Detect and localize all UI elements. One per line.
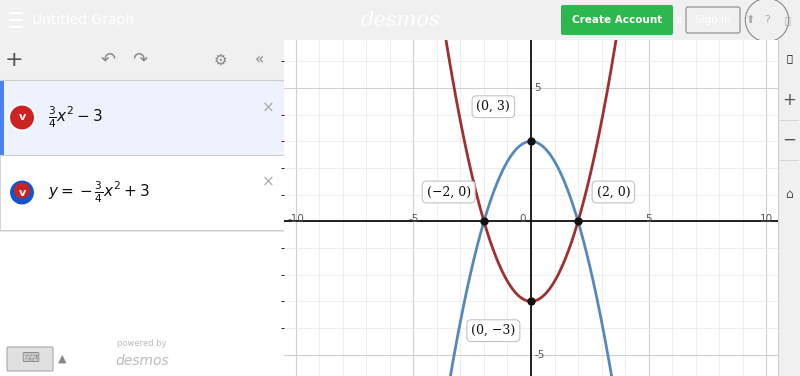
Text: ⬆: ⬆	[746, 15, 754, 25]
Text: -5: -5	[534, 350, 545, 360]
Text: (0, 3): (0, 3)	[477, 100, 510, 113]
Text: ↶: ↶	[101, 51, 115, 69]
Text: powered by: powered by	[117, 340, 167, 349]
Text: ⌨: ⌨	[21, 353, 39, 365]
Text: ▲: ▲	[58, 354, 66, 364]
FancyBboxPatch shape	[561, 5, 673, 35]
Text: 5: 5	[646, 214, 652, 224]
Text: (2, 0): (2, 0)	[597, 185, 630, 199]
Text: «: «	[255, 53, 265, 68]
Bar	[0, 80, 284, 155]
Text: v: v	[18, 188, 26, 197]
Text: Create Account: Create Account	[572, 15, 662, 25]
Text: -5: -5	[408, 214, 418, 224]
Text: desmos: desmos	[115, 354, 169, 368]
Text: -10: -10	[287, 214, 304, 224]
Bar	[0, 230, 284, 376]
Text: ×: ×	[262, 175, 274, 190]
Text: ?: ?	[764, 15, 770, 25]
Text: (−2, 0): (−2, 0)	[426, 185, 470, 199]
Text: 0: 0	[519, 214, 526, 224]
Text: ⚙: ⚙	[213, 53, 227, 68]
Text: +: +	[782, 91, 796, 109]
Bar	[0, 80, 4, 155]
Text: or: or	[672, 15, 684, 25]
FancyBboxPatch shape	[7, 347, 53, 371]
Text: +: +	[5, 50, 23, 70]
Text: ×: ×	[262, 100, 274, 115]
Bar	[0, 40, 284, 80]
Text: v: v	[18, 112, 26, 123]
Text: Untitled Graph: Untitled Graph	[32, 13, 134, 27]
Text: $\frac{3}{4}x^2 - 3$: $\frac{3}{4}x^2 - 3$	[48, 105, 103, 130]
Bar	[0, 155, 284, 230]
Circle shape	[9, 105, 35, 130]
Text: ↷: ↷	[133, 51, 147, 69]
Text: −: −	[782, 131, 796, 149]
Text: (0, −3): (0, −3)	[471, 324, 515, 337]
Text: 5: 5	[534, 83, 541, 93]
Text: 🔧: 🔧	[786, 53, 792, 63]
Text: 10: 10	[760, 214, 773, 224]
Text: ⌂: ⌂	[785, 188, 793, 202]
Circle shape	[14, 182, 30, 199]
Text: desmos: desmos	[360, 11, 440, 29]
Circle shape	[9, 179, 35, 206]
Text: $y = -\frac{3}{4}x^2 + 3$: $y = -\frac{3}{4}x^2 + 3$	[48, 180, 150, 205]
Text: Sign In: Sign In	[695, 15, 731, 25]
Text: 🌐: 🌐	[784, 15, 790, 25]
